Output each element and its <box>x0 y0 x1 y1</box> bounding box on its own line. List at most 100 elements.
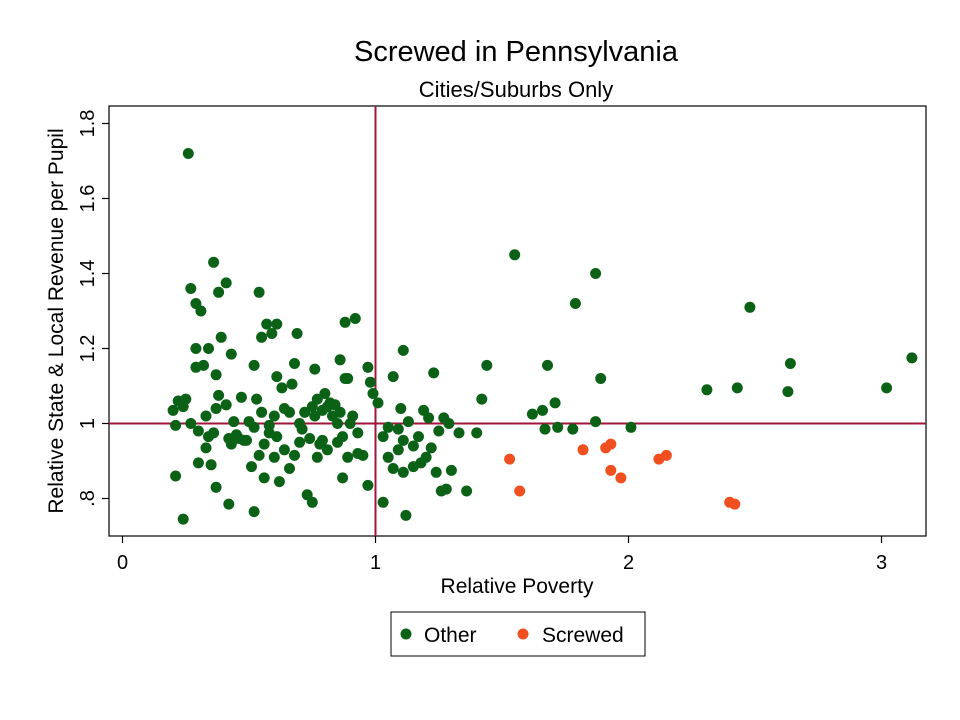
point-other <box>273 476 285 488</box>
point-other <box>481 359 493 371</box>
point-other <box>321 444 333 456</box>
point-other <box>190 343 202 354</box>
x-tick-label: 3 <box>876 552 887 574</box>
point-other <box>784 358 796 369</box>
point-other <box>332 436 343 448</box>
point-other <box>372 397 384 409</box>
point-other <box>395 403 407 414</box>
point-other <box>367 388 379 399</box>
point-other <box>352 427 364 439</box>
point-other <box>402 416 414 428</box>
point-other <box>256 406 268 418</box>
y-tick-label: 1.8 <box>77 110 99 138</box>
point-other <box>299 406 311 418</box>
point-other <box>220 399 232 411</box>
legend-label-other: Other <box>424 624 477 647</box>
point-other <box>347 410 359 422</box>
point-other <box>701 384 713 396</box>
point-other <box>309 410 321 422</box>
point-other <box>190 361 202 373</box>
point-other <box>258 438 270 450</box>
point-other <box>271 318 283 330</box>
point-other <box>304 433 316 444</box>
point-other <box>423 412 435 424</box>
point-other <box>177 513 189 525</box>
point-screwed <box>514 485 526 497</box>
y-axis-title: Relative State & Local Revenue per Pupil <box>45 128 68 513</box>
point-other <box>192 425 204 437</box>
point-other <box>248 506 260 518</box>
point-other <box>185 283 197 294</box>
point-other <box>537 404 548 416</box>
point-other <box>276 382 288 394</box>
point-other <box>590 268 602 279</box>
point-other <box>334 354 346 366</box>
point-other <box>268 451 280 463</box>
point-other <box>782 386 794 398</box>
point-other <box>208 427 220 439</box>
x-tick-label: 0 <box>117 552 128 574</box>
point-other <box>731 382 743 394</box>
point-other <box>377 431 389 443</box>
point-other <box>397 434 409 446</box>
point-other <box>569 298 581 309</box>
point-other <box>567 423 579 435</box>
point-screwed <box>605 438 617 450</box>
point-other <box>337 472 349 484</box>
point-other <box>228 416 240 428</box>
point-other <box>476 393 488 405</box>
point-other <box>200 442 212 454</box>
point-other <box>440 483 452 495</box>
point-other <box>453 427 465 439</box>
point-other <box>364 376 376 388</box>
point-other <box>526 408 538 420</box>
point-other <box>246 461 257 473</box>
point-other <box>387 371 399 383</box>
point-other <box>210 403 222 414</box>
point-screwed <box>660 449 672 461</box>
point-other <box>241 434 252 446</box>
point-other <box>230 429 242 441</box>
point-other <box>296 423 308 435</box>
plot-area-frame <box>108 105 927 537</box>
point-other <box>213 286 225 298</box>
point-other <box>225 438 237 450</box>
point-other <box>549 397 561 409</box>
point-other <box>311 451 323 463</box>
point-other <box>200 410 212 422</box>
point-other <box>625 421 637 433</box>
legend-marker-other <box>400 628 412 640</box>
y-tick-label: 1.6 <box>77 185 99 213</box>
y-tick-label: 1 <box>77 418 99 429</box>
point-other <box>311 393 323 405</box>
point-other <box>542 359 553 371</box>
point-other <box>225 348 237 360</box>
point-other <box>210 369 222 381</box>
point-other <box>180 393 192 405</box>
chart-title: Screwed in Pennsylvania <box>354 36 679 68</box>
point-other <box>278 444 290 456</box>
data-points <box>167 148 918 525</box>
point-other <box>253 286 265 298</box>
point-other <box>471 427 483 439</box>
point-other <box>170 470 182 482</box>
point-other <box>215 331 227 343</box>
point-other <box>445 464 457 476</box>
point-other <box>590 416 602 428</box>
point-other <box>382 421 394 433</box>
point-other <box>509 249 521 261</box>
point-screwed <box>615 472 627 484</box>
point-other <box>443 418 455 429</box>
point-other <box>195 305 207 317</box>
point-other <box>433 425 445 437</box>
point-other <box>203 343 214 354</box>
point-other <box>251 393 263 405</box>
point-other <box>362 479 374 491</box>
point-screwed <box>729 498 741 510</box>
point-other <box>268 410 280 422</box>
point-other <box>284 463 295 474</box>
point-other <box>377 496 389 508</box>
point-other <box>342 451 354 463</box>
legend: Other Screwed <box>390 611 646 657</box>
